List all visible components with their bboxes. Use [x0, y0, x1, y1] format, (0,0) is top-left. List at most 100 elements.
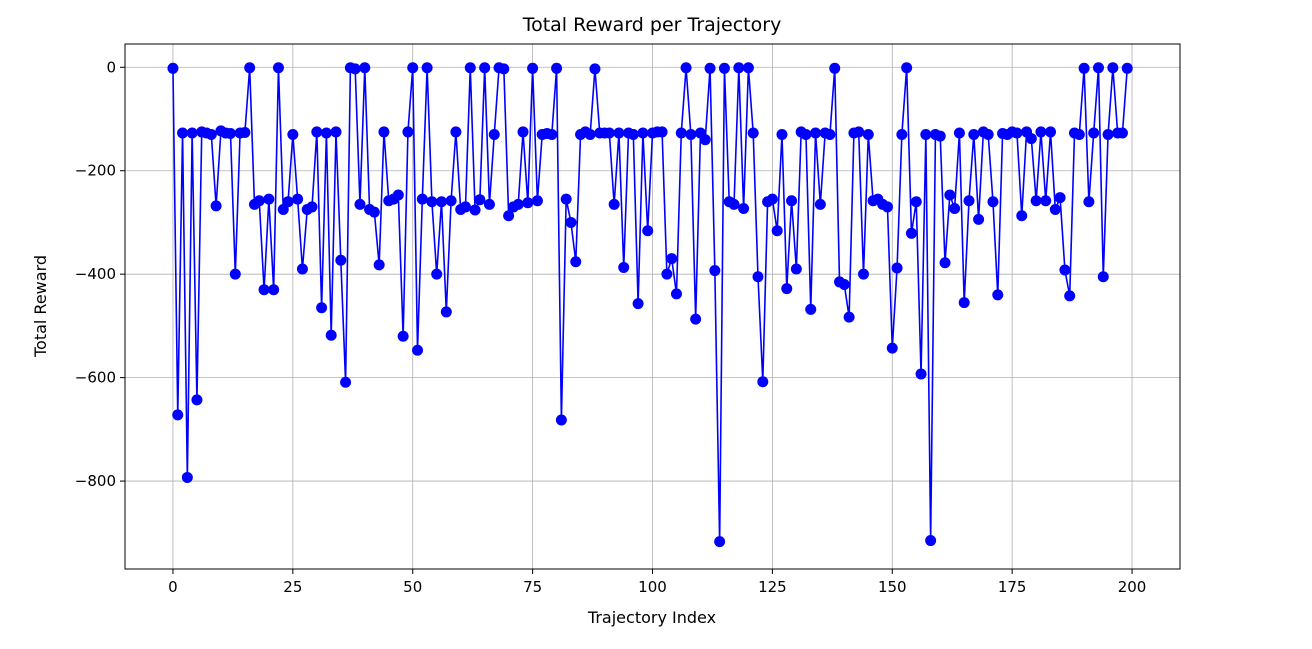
data-point — [1040, 195, 1052, 207]
data-point — [1073, 129, 1085, 141]
data-point — [733, 62, 745, 74]
data-point — [891, 262, 903, 274]
data-point — [790, 263, 802, 275]
data-point — [1054, 192, 1066, 204]
data-point — [229, 268, 241, 280]
data-point — [392, 189, 404, 201]
data-point — [177, 127, 189, 139]
data-point — [397, 330, 409, 342]
data-point — [915, 368, 927, 380]
data-point — [565, 216, 577, 228]
data-point — [1078, 62, 1090, 74]
data-point — [642, 225, 654, 237]
data-point — [747, 127, 759, 139]
data-point — [560, 193, 572, 205]
data-point — [244, 62, 256, 74]
data-point — [963, 195, 975, 207]
data-point — [412, 344, 424, 356]
data-point — [191, 394, 203, 406]
data-point — [445, 195, 457, 207]
data-point — [718, 62, 730, 74]
data-point — [426, 196, 438, 208]
data-point — [407, 62, 419, 74]
data-point — [881, 201, 893, 213]
data-point — [666, 253, 678, 265]
tick-layer: 0 25 50 75 100 125 150 175 200 0 −200 −400 −600 −800 — [75, 58, 1147, 596]
data-point — [263, 193, 275, 205]
data-point — [225, 127, 236, 139]
data-point — [1011, 127, 1023, 139]
data-point — [531, 195, 543, 207]
data-point — [268, 284, 280, 296]
data-point — [742, 62, 754, 74]
data-point — [901, 62, 913, 74]
data-point — [987, 196, 999, 208]
data-point — [512, 198, 524, 210]
data-point — [186, 127, 198, 139]
data-point — [570, 256, 582, 268]
data-point — [1016, 210, 1028, 222]
data-point — [1092, 62, 1104, 74]
data-point — [1035, 126, 1047, 138]
data-point — [287, 129, 299, 141]
x-tick-label: 175 — [998, 578, 1027, 596]
x-tick-label: 50 — [403, 578, 422, 596]
data-point — [517, 126, 529, 138]
data-point — [800, 129, 812, 141]
data-point — [949, 202, 961, 214]
data-point — [805, 303, 817, 315]
data-point — [632, 298, 644, 310]
data-point — [1121, 62, 1133, 74]
data-point — [306, 201, 318, 213]
data-point — [1088, 127, 1100, 139]
data-point — [738, 202, 750, 214]
data-point — [886, 342, 898, 354]
data-point — [354, 198, 366, 210]
data-point — [498, 63, 510, 75]
data-point — [522, 197, 534, 209]
data-point — [656, 126, 668, 138]
data-point — [325, 329, 337, 341]
data-point — [282, 196, 294, 208]
data-point — [944, 189, 956, 201]
data-point — [752, 271, 764, 283]
x-axis-label: Trajectory Index — [587, 608, 716, 627]
data-point — [905, 227, 917, 239]
data-point — [1025, 133, 1037, 145]
data-point — [253, 195, 265, 207]
data-point — [1059, 264, 1071, 276]
x-tick-label: 0 — [168, 578, 178, 596]
data-point — [953, 127, 965, 139]
data-point — [781, 283, 793, 295]
x-tick-label: 125 — [758, 578, 787, 596]
y-tick-label: −200 — [75, 162, 116, 180]
data-point — [311, 126, 323, 138]
data-point — [205, 129, 217, 141]
data-point — [728, 198, 740, 210]
data-point — [838, 279, 850, 291]
data-point — [239, 126, 251, 138]
data-point — [824, 129, 836, 141]
data-point — [589, 63, 601, 75]
data-point — [416, 193, 428, 205]
data-point — [167, 62, 179, 74]
series-marker-layer — [167, 62, 1133, 548]
data-point — [479, 62, 491, 74]
data-point — [862, 129, 874, 141]
data-point — [982, 129, 994, 141]
data-point — [939, 257, 951, 269]
data-point — [690, 313, 702, 325]
data-point — [757, 376, 769, 388]
data-point — [771, 225, 783, 237]
data-point — [714, 536, 726, 548]
data-point — [1064, 290, 1076, 302]
data-point — [330, 126, 342, 138]
data-point — [829, 62, 841, 74]
data-point — [810, 127, 822, 139]
data-point — [910, 196, 922, 208]
data-point — [368, 206, 380, 218]
data-point — [503, 210, 515, 222]
data-point — [349, 63, 361, 75]
data-point — [272, 62, 284, 74]
